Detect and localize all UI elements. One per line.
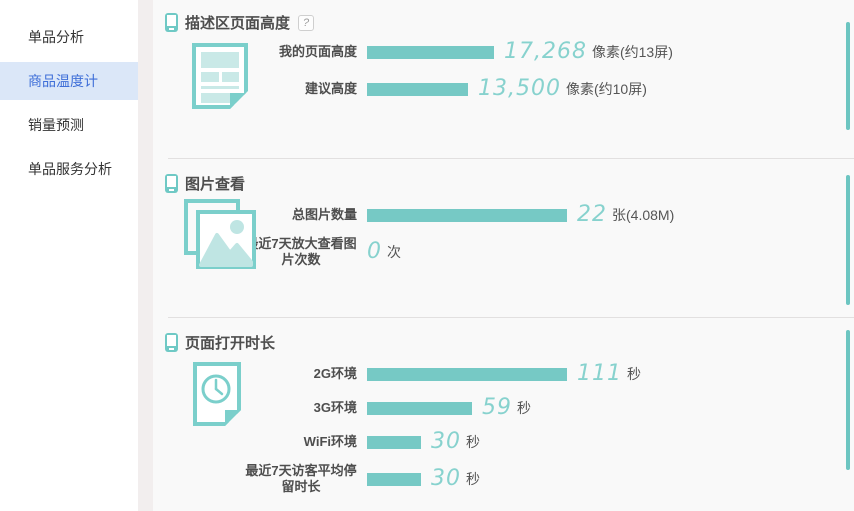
metric-unit: 次 [387, 244, 401, 260]
section-header: 描述区页面高度 ? [153, 0, 854, 33]
help-icon[interactable]: ? [298, 14, 315, 31]
mobile-icon [165, 174, 178, 193]
metric-label: 我的页面高度 [278, 44, 357, 59]
value-bar [367, 82, 468, 96]
section-open-duration: 页面打开时长 2G环境 111 秒 3G环境 59 [153, 317, 854, 511]
mobile-icon [165, 13, 178, 32]
sidebar-item-product-service-analysis[interactable]: 单品服务分析 [28, 161, 112, 177]
sidebar-item-product-thermometer[interactable]: 商品温度计 [0, 62, 138, 100]
value-bar [367, 208, 567, 222]
metric-value: 22 [577, 202, 607, 227]
metric-label: 最近7天访客平均停留时长 [245, 463, 357, 494]
metric-row: 建议高度 13,500 像素(约10屏) [153, 76, 854, 102]
value-bar [367, 367, 567, 381]
metric-rows: 总图片数量 22 张(4.08M) 最近7天放大查看图片次数 0 次 [153, 202, 854, 268]
sidebar-item-sales-forecast[interactable]: 销量预测 [28, 117, 84, 133]
metric-label: 最近7天放大查看图片次数 [245, 236, 357, 267]
metric-label: 总图片数量 [291, 207, 357, 222]
section-page-height: 描述区页面高度 ? 我的页面高度 17,268 像素(约13屏) [153, 0, 854, 158]
metric-label: 3G环境 [313, 400, 357, 415]
photos-icon [184, 199, 258, 276]
metric-value: 30 [431, 466, 461, 491]
metric-value: 59 [482, 395, 512, 420]
value-bar [367, 401, 472, 415]
metric-rows: 我的页面高度 17,268 像素(约13屏) 建议高度 13,500 像素(约1… [153, 39, 854, 102]
metric-row: 总图片数量 22 张(4.08M) [153, 202, 854, 228]
section-title: 描述区页面高度 [185, 15, 291, 32]
mobile-icon [165, 333, 178, 352]
page-clock-icon [193, 362, 243, 431]
metric-rows: 2G环境 111 秒 3G环境 59 秒 WiFi环境 30 秒 最近7天访客平… [153, 361, 854, 495]
metric-value: 30 [431, 429, 461, 454]
section-title: 页面打开时长 [185, 335, 276, 352]
main-content: 描述区页面高度 ? 我的页面高度 17,268 像素(约13屏) [153, 0, 854, 511]
value-bar [367, 45, 494, 59]
metric-unit: 秒 [627, 366, 641, 382]
value-bar [367, 435, 421, 449]
sidebar-menu: 单品分析 商品温度计 销量预测 单品服务分析 [0, 0, 138, 188]
metric-row: WiFi环境 30 秒 [153, 429, 854, 455]
metric-row: 最近7天放大查看图片次数 0 次 [153, 236, 854, 268]
scrollbar-thumb[interactable] [846, 22, 850, 130]
metric-label: 2G环境 [313, 366, 357, 381]
metric-label: WiFi环境 [303, 434, 357, 449]
sidebar-gutter [138, 0, 153, 511]
metric-unit: 秒 [517, 400, 531, 416]
sidebar: 单品分析 商品温度计 销量预测 单品服务分析 [0, 0, 138, 511]
metric-value: 13,500 [478, 76, 561, 101]
value-bar [367, 472, 421, 486]
metric-row: 2G环境 111 秒 [153, 361, 854, 387]
scrollbar-thumb[interactable] [846, 175, 850, 305]
metric-unit: 秒 [466, 471, 480, 487]
metric-row: 我的页面高度 17,268 像素(约13屏) [153, 39, 854, 65]
section-header: 图片查看 [153, 158, 854, 194]
section-image-view: 图片查看 总图片数量 22 张(4.08M) 最近7天放大查看图片次数 0 次 [153, 158, 854, 317]
metric-unit: 秒 [466, 434, 480, 450]
metric-label: 建议高度 [304, 81, 357, 96]
metric-row: 3G环境 59 秒 [153, 395, 854, 421]
metric-unit: 像素(约10屏) [565, 81, 647, 97]
metric-value: 0 [367, 239, 382, 264]
metric-row: 最近7天访客平均停留时长 30 秒 [153, 463, 854, 495]
sidebar-item-product-analysis[interactable]: 单品分析 [28, 29, 84, 45]
metric-value: 111 [577, 361, 622, 386]
section-title: 图片查看 [185, 176, 246, 193]
page-layout-icon [192, 43, 248, 114]
scrollbar-thumb[interactable] [846, 330, 850, 470]
metric-unit: 张(4.08M) [612, 207, 675, 223]
metric-value: 17,268 [504, 39, 587, 64]
metric-unit: 像素(约13屏) [591, 44, 673, 60]
section-header: 页面打开时长 [153, 317, 854, 353]
